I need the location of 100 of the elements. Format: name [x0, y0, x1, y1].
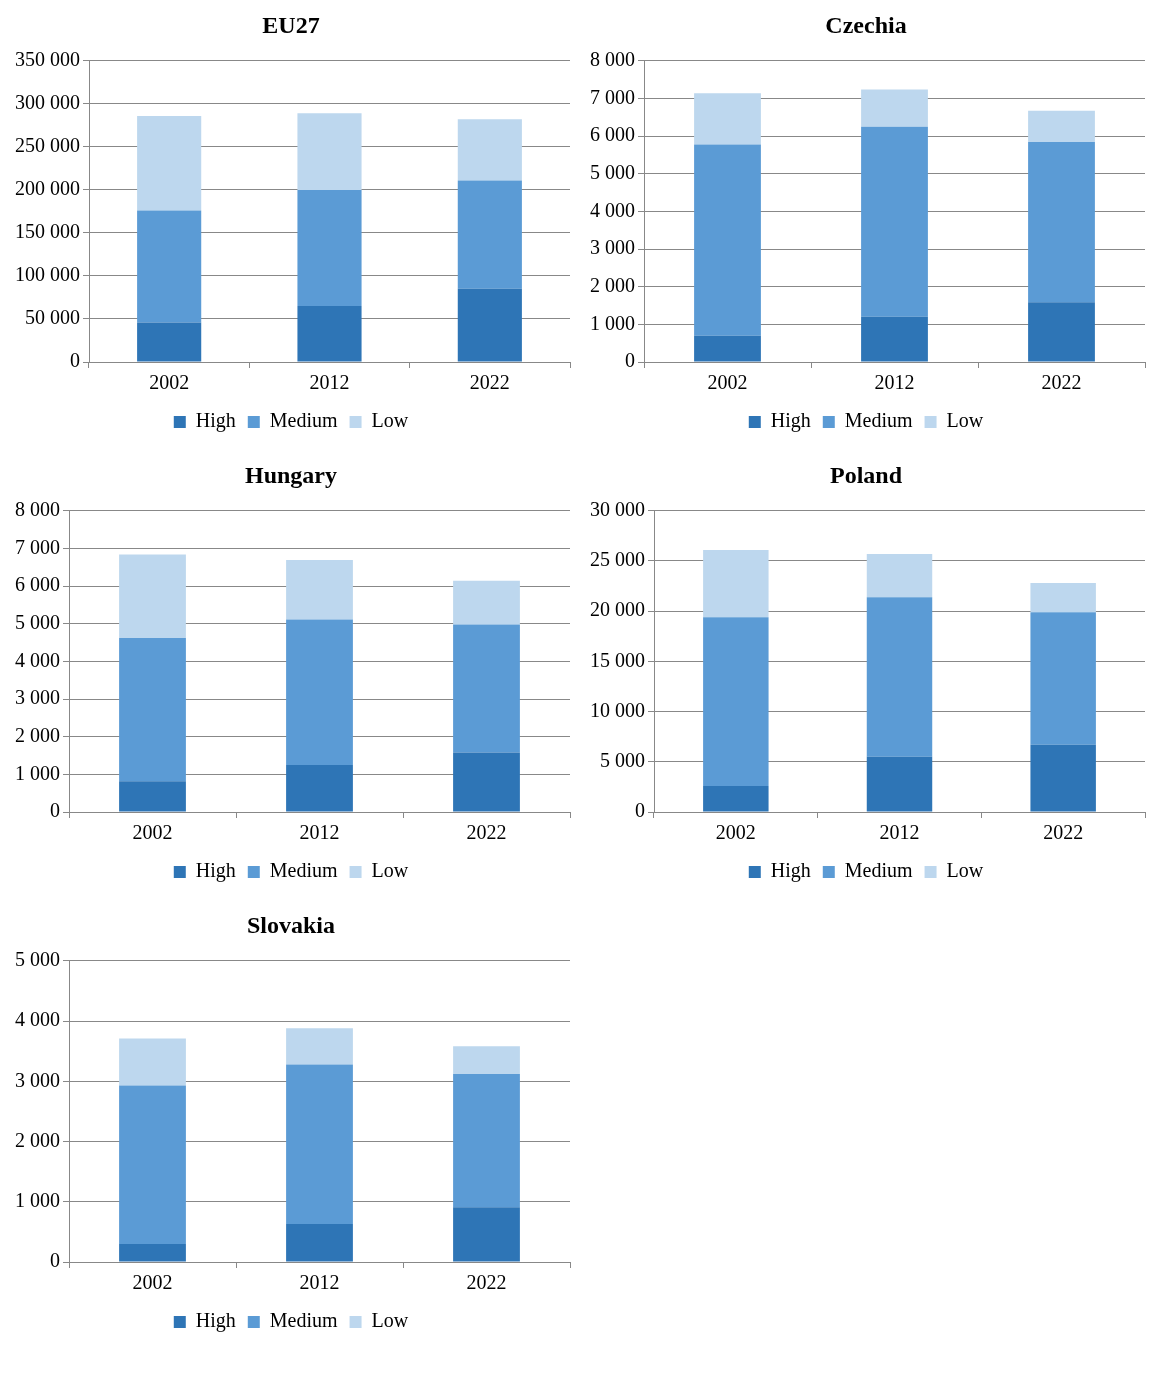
bar [286, 1224, 353, 1262]
y-tick-label: 4 000 [590, 198, 635, 221]
bar [453, 752, 520, 812]
y-tick-label: 7 000 [15, 535, 60, 558]
y-tick-label: 6 000 [590, 123, 635, 146]
bar [119, 554, 186, 639]
x-tick-label: 2022 [1043, 821, 1084, 844]
y-tick-label: 6 000 [15, 573, 60, 596]
legend-label: Medium [844, 409, 913, 432]
bar [297, 113, 362, 190]
y-tick-label: 5 000 [590, 161, 635, 183]
bar [137, 115, 202, 211]
chart-title: Poland [829, 461, 903, 488]
bar [861, 126, 928, 317]
bar [457, 288, 522, 362]
y-tick-label: 30 000 [590, 498, 645, 521]
bar [137, 322, 202, 362]
y-tick-label: 2 000 [15, 723, 60, 746]
y-tick-label: 0 [50, 1249, 60, 1272]
bar [286, 764, 353, 812]
legend-label: Medium [269, 409, 338, 432]
bar [457, 119, 522, 181]
bar [1030, 744, 1096, 812]
bar [694, 144, 761, 336]
x-tick-label: 2002 [132, 821, 173, 844]
y-tick-label: 3 000 [15, 686, 60, 709]
y-tick-label: 4 000 [15, 648, 60, 671]
x-tick-label: 2002 [149, 371, 190, 394]
bar [286, 560, 353, 620]
bar [1030, 612, 1096, 745]
y-tick-label: 250 000 [15, 134, 80, 157]
legend-label: Medium [269, 859, 338, 882]
bar [866, 553, 933, 598]
chart-title: EU27 [262, 11, 320, 38]
y-tick-label: 1 000 [15, 1189, 60, 1212]
bar [703, 549, 769, 618]
bar [119, 638, 186, 782]
y-tick-label: 3 000 [15, 1068, 60, 1091]
bar [453, 580, 520, 625]
y-tick-label: 3 000 [590, 236, 635, 259]
x-tick-label: 2002 [715, 821, 756, 844]
bar [703, 617, 769, 786]
y-tick-label: 1 000 [15, 761, 60, 784]
x-tick-label: 2012 [299, 1271, 340, 1294]
bar [457, 180, 522, 289]
y-tick-label: 300 000 [15, 91, 80, 114]
bar [453, 624, 520, 753]
bar [694, 335, 761, 362]
bar [703, 785, 769, 812]
bar [866, 597, 933, 757]
y-tick-label: 2 000 [15, 1128, 60, 1151]
y-tick-label: 50 000 [25, 306, 80, 329]
bar [866, 756, 933, 812]
y-tick-label: 20 000 [590, 598, 645, 621]
y-tick-label: 7 000 [590, 85, 635, 108]
chart-title: Czechia [825, 11, 907, 38]
x-tick-label: 2002 [707, 371, 748, 394]
x-tick-label: 2002 [132, 1271, 173, 1294]
legend-label: Medium [844, 859, 913, 882]
y-tick-label: 4 000 [15, 1008, 60, 1031]
bar [453, 1207, 520, 1262]
bar [861, 316, 928, 362]
y-tick-label: 0 [625, 349, 635, 372]
bar [297, 189, 362, 307]
y-tick-label: 150 000 [15, 220, 80, 243]
legend-label: High [770, 409, 811, 433]
legend-label: High [195, 409, 236, 433]
bar [453, 1046, 520, 1075]
chart-title: Slovakia [246, 911, 336, 938]
y-tick-label: 1 000 [590, 311, 635, 334]
x-tick-label: 2022 [466, 1271, 507, 1294]
y-tick-label: 5 000 [15, 948, 60, 971]
y-tick-label: 0 [50, 799, 60, 822]
legend-label: Low [946, 409, 984, 432]
x-tick-label: 2012 [874, 371, 915, 394]
y-tick-label: 2 000 [590, 273, 635, 296]
bar [286, 1028, 353, 1065]
legend-label: High [195, 859, 236, 883]
y-tick-label: 15 000 [590, 648, 645, 671]
bar [694, 93, 761, 145]
legend-label: High [770, 859, 811, 883]
bar [453, 1074, 520, 1208]
y-tick-label: 0 [635, 799, 645, 822]
legend-label: High [195, 1309, 236, 1333]
y-tick-label: 8 000 [15, 498, 60, 521]
bar [297, 306, 362, 362]
bar [1028, 302, 1095, 362]
x-tick-label: 2012 [879, 821, 920, 844]
legend-label: Medium [269, 1309, 338, 1332]
bar [119, 1038, 186, 1086]
bar [119, 781, 186, 812]
y-tick-label: 100 000 [15, 263, 80, 286]
bar [861, 89, 928, 127]
legend-label: Low [946, 859, 984, 882]
bar [286, 1064, 353, 1225]
y-tick-label: 350 000 [15, 48, 80, 71]
bar [119, 1243, 186, 1262]
y-tick-label: 5 000 [15, 611, 60, 633]
x-tick-label: 2022 [466, 821, 507, 844]
x-tick-label: 2012 [299, 821, 340, 844]
